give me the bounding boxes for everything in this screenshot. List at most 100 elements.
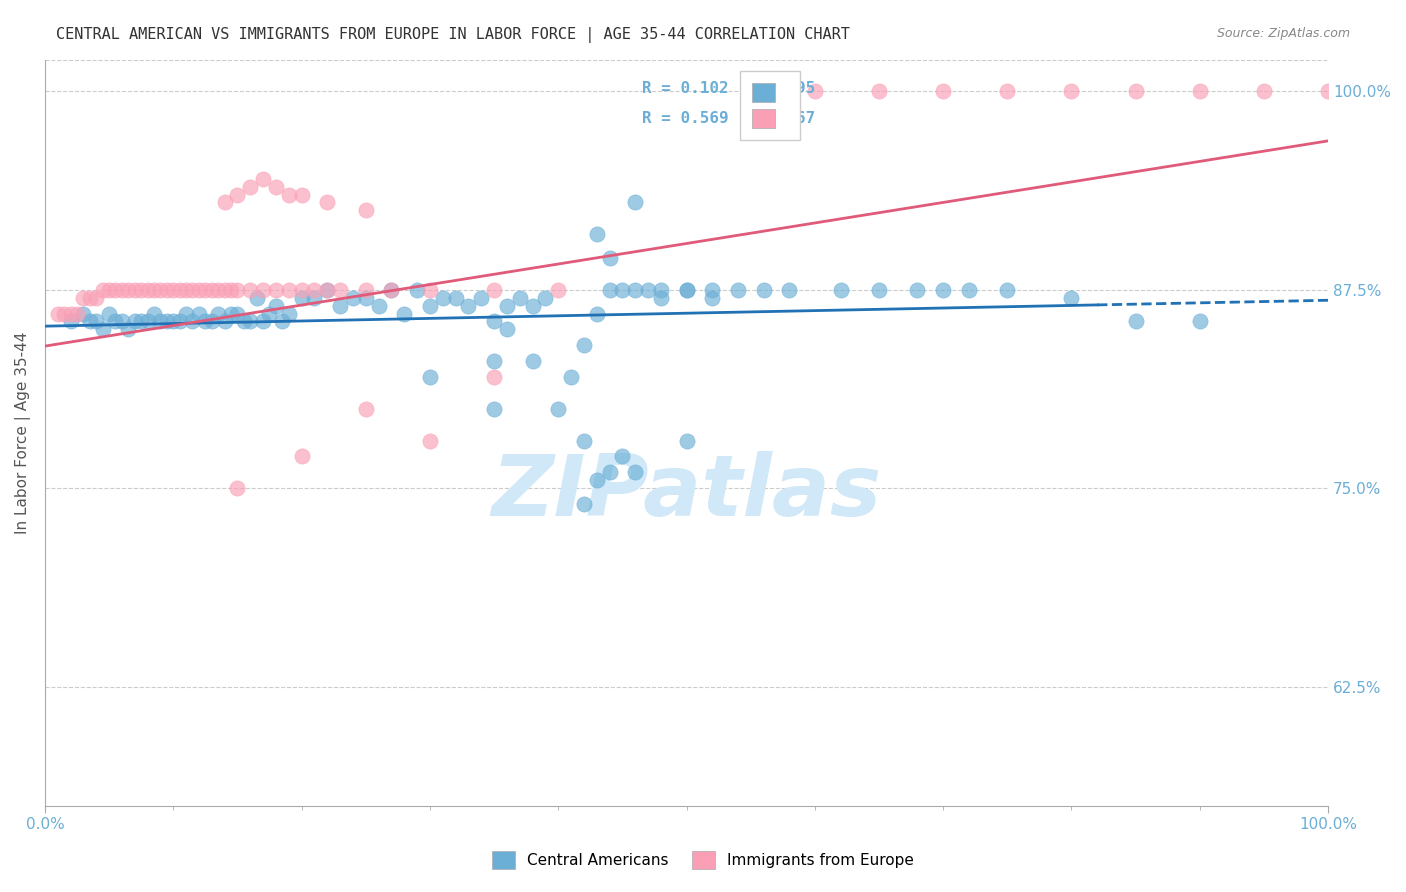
Point <box>406 283 429 297</box>
Point <box>271 314 294 328</box>
Point <box>470 291 492 305</box>
Point <box>702 291 724 305</box>
Point <box>129 283 152 297</box>
Point <box>367 299 389 313</box>
Point <box>136 283 159 297</box>
Point <box>419 299 441 313</box>
Point <box>457 299 479 313</box>
Point <box>277 283 299 297</box>
Point <box>143 307 166 321</box>
Point <box>637 283 659 297</box>
Point <box>194 283 217 297</box>
Point <box>329 283 352 297</box>
Point <box>650 283 672 297</box>
Point <box>214 195 236 210</box>
Point <box>1125 314 1147 328</box>
Point <box>252 171 274 186</box>
Point <box>124 283 146 297</box>
Point <box>624 283 647 297</box>
Point <box>149 314 172 328</box>
Point <box>149 283 172 297</box>
Point <box>547 401 569 416</box>
Point <box>624 195 647 210</box>
Point <box>239 179 262 194</box>
Point <box>995 84 1018 98</box>
Point <box>316 283 339 297</box>
Point <box>98 283 121 297</box>
Point <box>482 354 505 368</box>
Point <box>219 283 242 297</box>
Point <box>624 465 647 479</box>
Point <box>259 307 281 321</box>
Point <box>214 314 236 328</box>
Point <box>187 283 209 297</box>
Point <box>117 283 139 297</box>
Point <box>509 291 531 305</box>
Point <box>419 434 441 448</box>
Point <box>277 307 299 321</box>
Point <box>495 299 517 313</box>
Point <box>59 307 82 321</box>
Text: R = 0.569   N = 67: R = 0.569 N = 67 <box>641 111 815 126</box>
Point <box>59 314 82 328</box>
Text: Source: ZipAtlas.com: Source: ZipAtlas.com <box>1216 27 1350 40</box>
Point <box>702 283 724 297</box>
Point <box>264 299 287 313</box>
Point <box>522 354 544 368</box>
Point <box>778 283 800 297</box>
Point <box>868 283 890 297</box>
Point <box>187 307 209 321</box>
Point <box>740 84 762 98</box>
Point <box>136 314 159 328</box>
Point <box>162 314 184 328</box>
Point <box>432 291 454 305</box>
Point <box>560 370 582 384</box>
Point <box>316 195 339 210</box>
Point <box>156 314 179 328</box>
Point <box>181 283 204 297</box>
Point <box>804 84 827 98</box>
Point <box>304 283 326 297</box>
Point <box>354 401 377 416</box>
Point <box>207 307 229 321</box>
Point <box>239 314 262 328</box>
Point <box>53 307 76 321</box>
Point <box>329 299 352 313</box>
Point <box>98 307 121 321</box>
Point <box>932 283 955 297</box>
Point <box>79 314 101 328</box>
Point <box>522 299 544 313</box>
Legend: Central Americans, Immigrants from Europe: Central Americans, Immigrants from Europ… <box>486 845 920 875</box>
Point <box>84 291 107 305</box>
Point <box>354 291 377 305</box>
Point <box>124 314 146 328</box>
Point <box>277 187 299 202</box>
Point <box>232 314 254 328</box>
Point <box>264 179 287 194</box>
Y-axis label: In Labor Force | Age 35-44: In Labor Force | Age 35-44 <box>15 332 31 533</box>
Point <box>91 322 114 336</box>
Point <box>226 283 249 297</box>
Point <box>304 291 326 305</box>
Point <box>104 314 127 328</box>
Point <box>868 84 890 98</box>
Point <box>117 322 139 336</box>
Point <box>290 291 312 305</box>
Point <box>1253 84 1275 98</box>
Point <box>752 283 775 297</box>
Text: R = 0.102   N = 95: R = 0.102 N = 95 <box>641 81 815 96</box>
Point <box>201 314 224 328</box>
Point <box>66 307 89 321</box>
Point <box>1188 314 1211 328</box>
Point <box>907 283 929 297</box>
Point <box>599 251 621 265</box>
Point <box>830 283 852 297</box>
Point <box>1125 84 1147 98</box>
Point <box>226 481 249 495</box>
Point <box>1317 84 1340 98</box>
Point <box>169 283 191 297</box>
Point <box>290 450 312 464</box>
Point <box>482 370 505 384</box>
Point <box>316 283 339 297</box>
Point <box>290 283 312 297</box>
